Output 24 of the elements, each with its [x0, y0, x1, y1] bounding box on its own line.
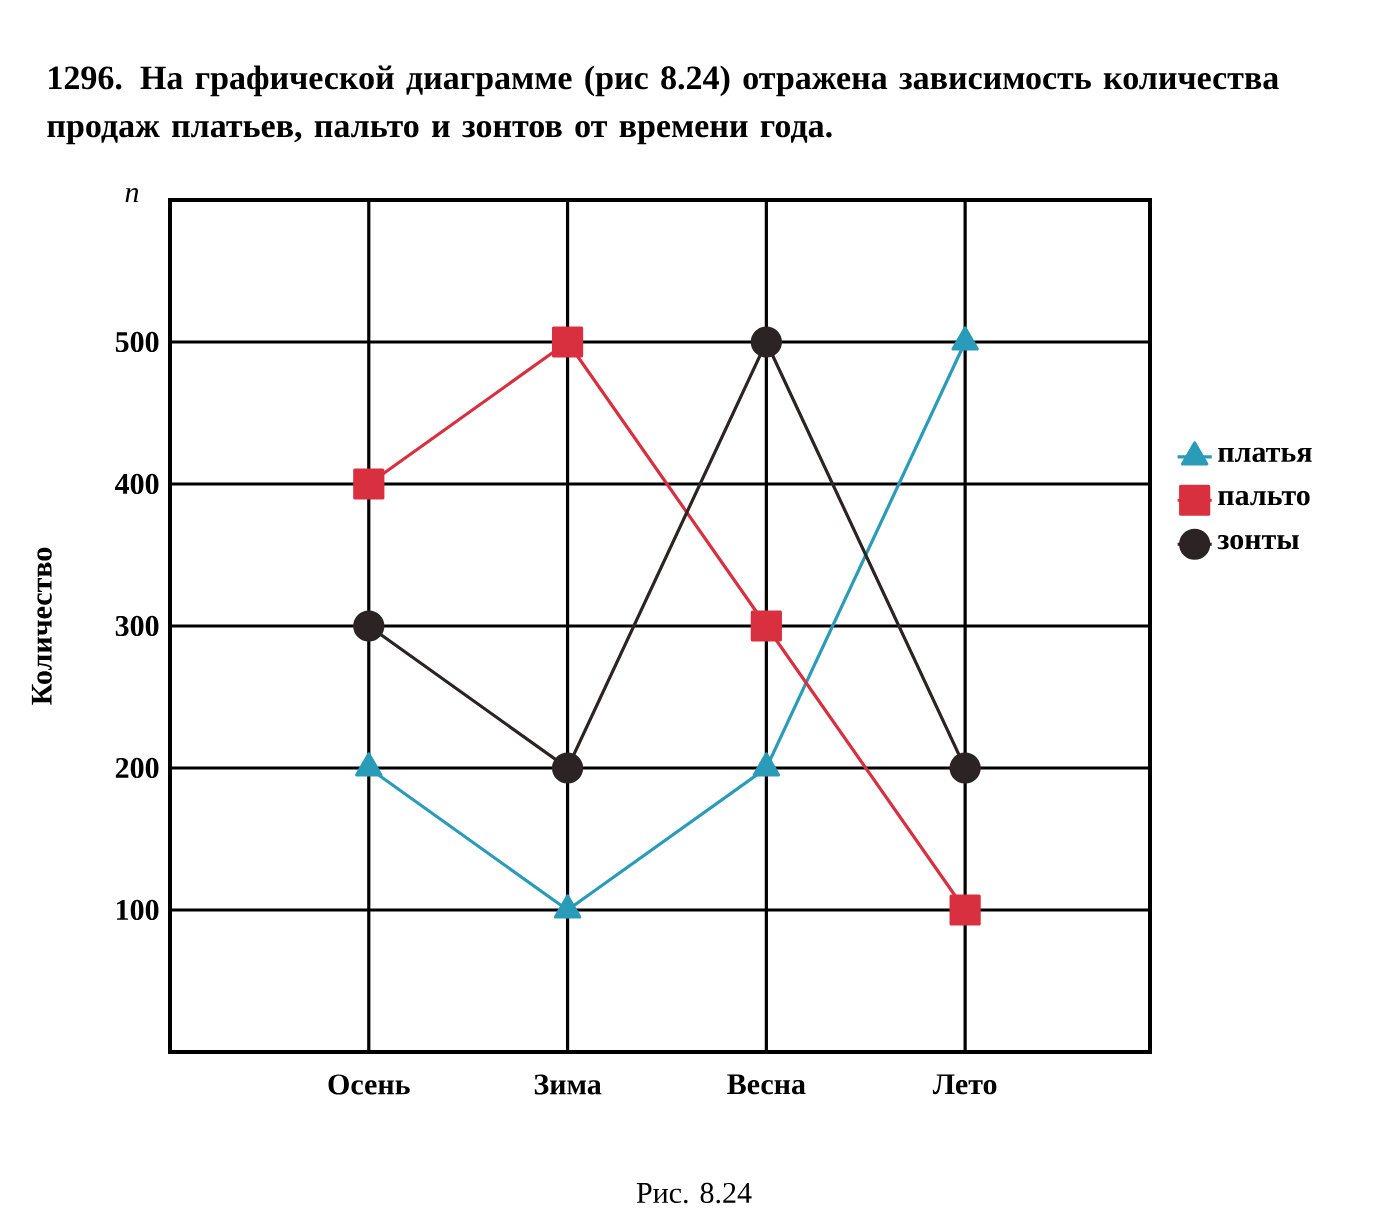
legend-label: зонты — [1217, 534, 1299, 550]
point — [750, 326, 782, 358]
x-tick-label: Весна — [727, 1074, 806, 1095]
y-tick-label: 200 — [115, 757, 159, 779]
y-tick-label: 500 — [115, 331, 159, 353]
point — [949, 752, 981, 784]
point — [353, 610, 385, 642]
x-tick-label: Осень — [328, 1074, 410, 1095]
point — [750, 610, 782, 642]
point — [353, 468, 385, 500]
legend-label: платья — [1218, 447, 1312, 463]
y-axis-title: Количество — [31, 547, 52, 705]
x-tick-label: Лето — [932, 1074, 997, 1095]
point — [551, 326, 584, 358]
y-tick-label: 400 — [115, 473, 159, 495]
x-tick-label: Зима — [534, 1074, 602, 1095]
text: Рис. 8.24 — [636, 1182, 752, 1204]
point — [949, 894, 981, 926]
y-tick-label: 300 — [115, 615, 159, 637]
chart-title: 1296. На графической диаграмме (рис 8.24) отражена зависимость количества продаж платьев, пальто и зонтов от времени года. — [47, 65, 1279, 145]
y-tick-label: 100 — [117, 899, 159, 921]
point — [551, 752, 584, 784]
text: n — [125, 187, 139, 203]
legend-label: пальто — [1218, 490, 1310, 506]
